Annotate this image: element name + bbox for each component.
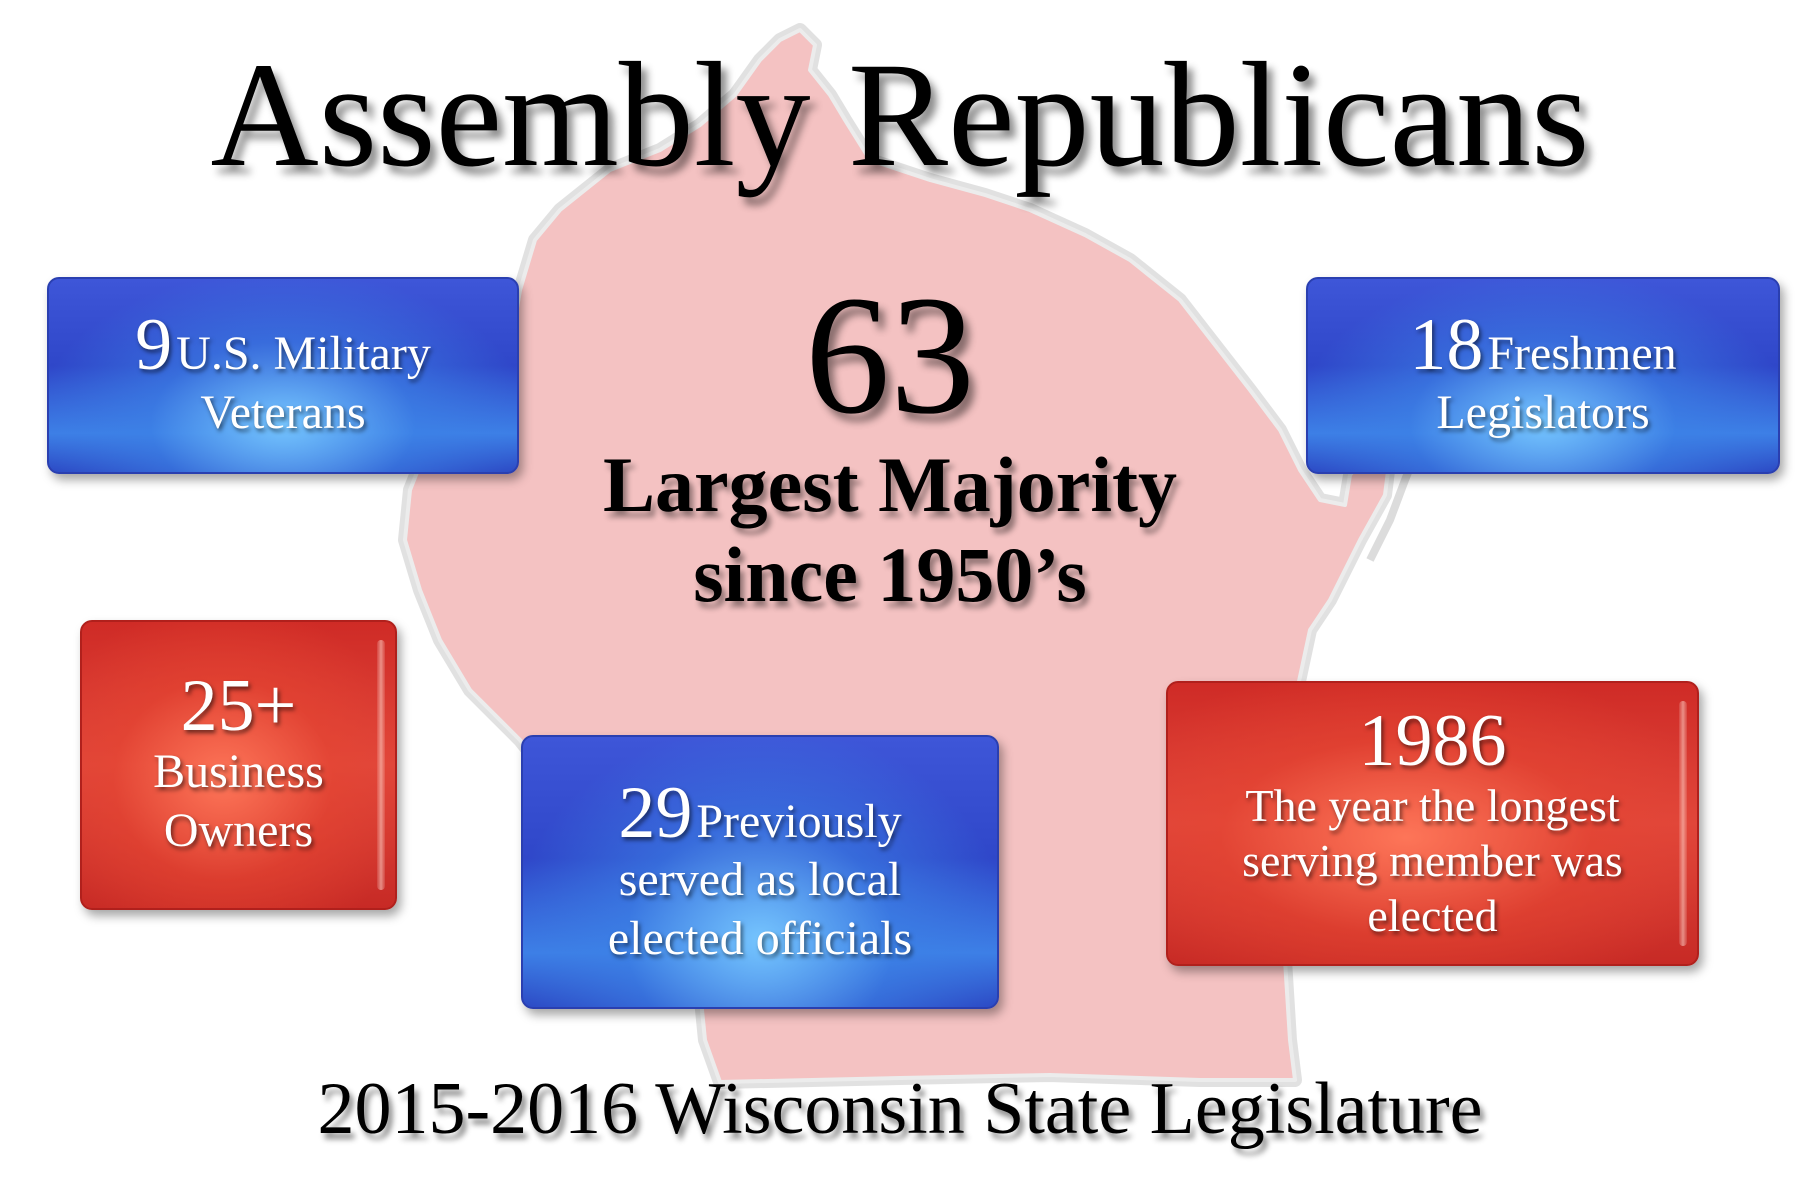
stat-box-longest-serving: 1986 The year the longest serving member…	[1166, 681, 1699, 966]
page-title: Assembly Republicans	[210, 32, 1590, 198]
freshmen-label2: Legislators	[1436, 386, 1650, 439]
officials-label2: served as local	[618, 853, 902, 907]
veterans-number: 9	[135, 304, 173, 387]
longest-number: 1986	[1358, 699, 1507, 782]
freshmen-label1: Freshmen	[1487, 327, 1677, 381]
majority-caption: Largest Majority since 1950’s	[520, 440, 1260, 619]
freshmen-line1: 18 Freshmen	[1409, 308, 1676, 384]
business-number: 25+	[180, 665, 297, 748]
veterans-label1: U.S. Military	[176, 327, 431, 381]
stat-box-freshmen: 18 Freshmen Legislators	[1306, 277, 1780, 474]
footer-caption: 2015-2016 Wisconsin State Legislature	[317, 1068, 1483, 1150]
longest-label1: The year the longest	[1245, 779, 1620, 831]
officials-line1: 29 Previously	[618, 776, 901, 852]
majority-caption-line2: since 1950’s	[693, 530, 1087, 618]
business-label1: Business	[153, 745, 324, 799]
veterans-label2: Veterans	[200, 386, 366, 439]
majority-number: 63	[805, 261, 975, 449]
veterans-line1: 9 U.S. Military	[135, 308, 431, 384]
officials-label1: Previously	[696, 794, 902, 848]
freshmen-number: 18	[1409, 304, 1484, 387]
business-label2: Owners	[163, 804, 314, 857]
officials-number: 29	[618, 771, 693, 854]
stat-box-business-owners: 25+ Business Owners	[80, 620, 397, 910]
majority-caption-line1: Largest Majority	[603, 441, 1177, 528]
longest-label3: elected	[1367, 890, 1498, 942]
stat-box-veterans: 9 U.S. Military Veterans	[47, 277, 519, 474]
longest-label2: serving member was	[1242, 834, 1623, 886]
stat-box-local-officials: 29 Previously served as local elected of…	[521, 735, 999, 1009]
officials-label3: elected officials	[607, 911, 913, 965]
